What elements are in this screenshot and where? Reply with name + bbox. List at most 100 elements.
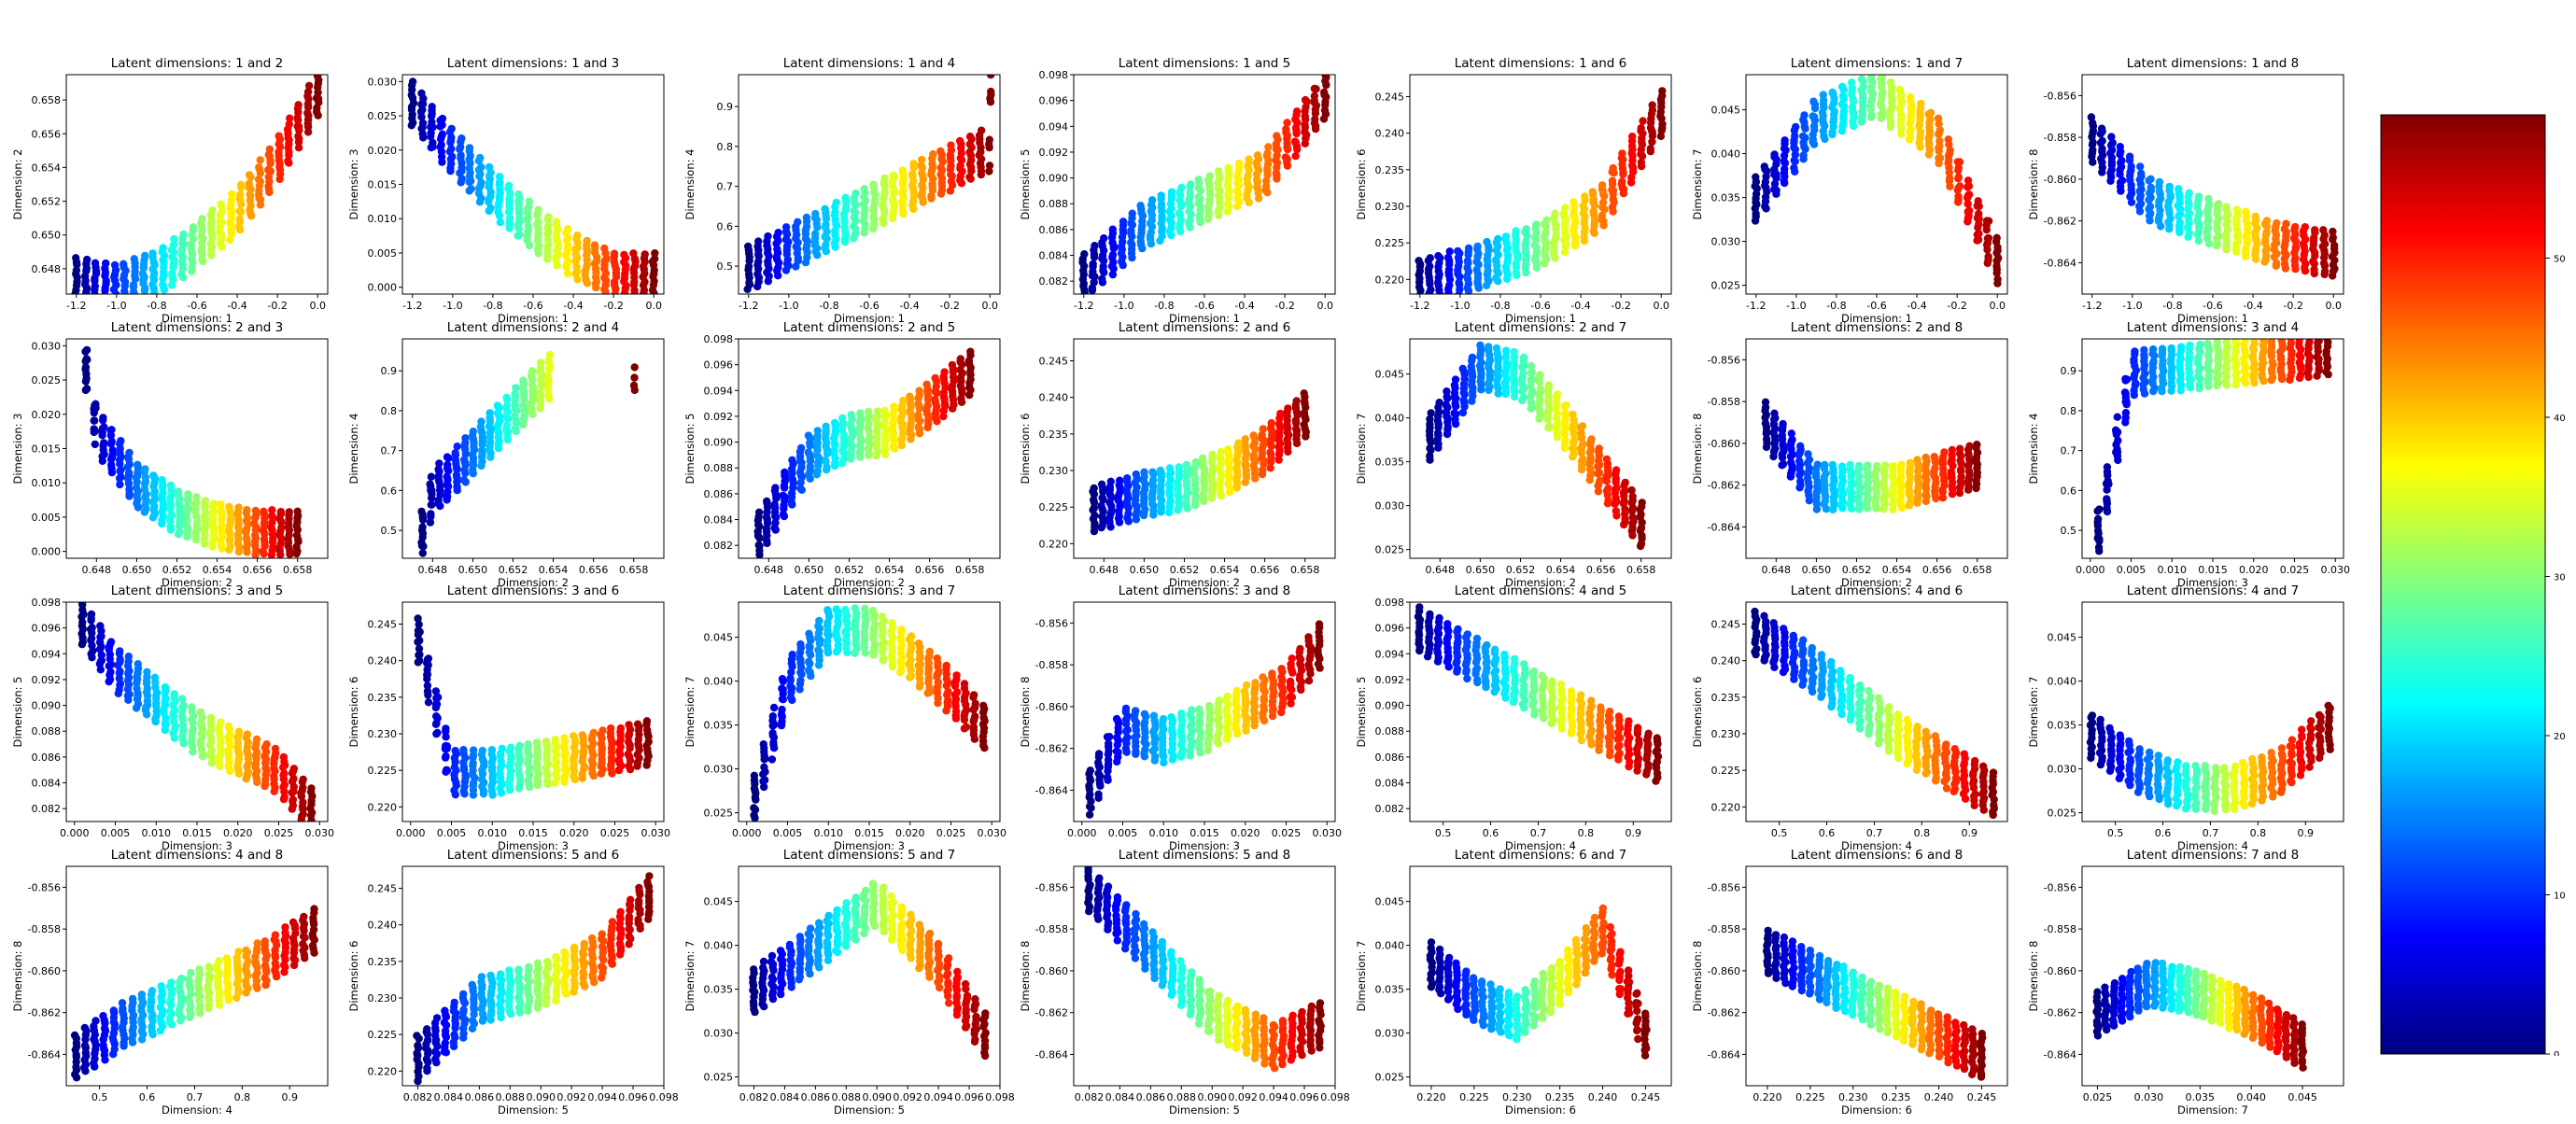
scatter-point <box>622 0 629 4</box>
scatter-point <box>2176 343 2186 351</box>
scatter-point <box>948 360 957 370</box>
scatter-point <box>880 174 889 183</box>
scatter-point <box>1864 478 1872 486</box>
scatter-point <box>1957 465 1965 474</box>
scatter-point <box>198 215 206 223</box>
scatter-point <box>225 502 233 511</box>
scatter-point <box>408 77 417 86</box>
x-tick-label: 0.025 <box>264 827 294 839</box>
scatter-points <box>414 614 653 799</box>
scatter-point <box>1595 469 1604 477</box>
y-axis-label: Dimension: 4 <box>2027 414 2040 485</box>
x-tick-label: -0.6 <box>187 300 206 312</box>
scatter-point <box>1459 396 1468 404</box>
scatter-point <box>116 480 124 489</box>
scatter-point <box>605 0 612 4</box>
scatter-point <box>2149 358 2158 366</box>
scatter-point <box>570 0 577 4</box>
scatter-point <box>1553 390 1562 399</box>
scatter-point <box>234 727 244 736</box>
scatter-point <box>570 0 578 4</box>
x-tick-label: -0.4 <box>1234 300 1254 312</box>
y-axis-label: Dimension: 5 <box>1019 149 1032 220</box>
scatter-point <box>1282 125 1290 133</box>
scatter-point <box>597 0 604 4</box>
scatter-point <box>2089 146 2097 155</box>
scatter-point <box>106 667 115 677</box>
scatter-point <box>579 0 586 4</box>
scatter-point <box>138 270 148 278</box>
scatter-point <box>1608 186 1616 194</box>
scatter-point <box>116 647 124 655</box>
scatter-point <box>552 218 561 226</box>
scatter-point <box>243 506 251 514</box>
scatter-point <box>2121 409 2131 417</box>
scatter-point <box>535 388 544 397</box>
x-tick-label: 0.656 <box>1922 564 1952 576</box>
scatter-point <box>2131 347 2139 356</box>
scatter-point <box>2268 358 2276 366</box>
scatter-point <box>1519 393 1528 401</box>
scatter-point <box>864 407 873 416</box>
scatter-point <box>1468 353 1477 362</box>
x-tick-label: 0.656 <box>579 564 609 576</box>
scatter-point <box>294 144 303 152</box>
scatter-point <box>2103 495 2111 503</box>
x-tick-label: -1.2 <box>739 300 758 312</box>
y-tick-label: 0.035 <box>1711 192 1741 204</box>
subplot-4: Latent dimensions: 1 and 5-1.2 -1.0 -0.8 -0… <box>1019 56 1336 325</box>
scatter-point <box>1752 173 1760 181</box>
scatter-point <box>1300 389 1308 398</box>
scatter-point <box>553 0 560 4</box>
scatter-point <box>286 114 294 122</box>
y-tick-label: 0.086 <box>704 488 734 500</box>
x-tick-label: 0.658 <box>955 564 985 576</box>
y-tick-label: 0.090 <box>1039 173 1069 185</box>
scatter-point <box>922 380 931 388</box>
scatter-point <box>630 0 638 4</box>
scatter-point <box>1132 470 1141 479</box>
y-tick-label: 0.094 <box>704 385 734 397</box>
scatter-point <box>2107 133 2116 141</box>
scatter-point <box>1551 209 1559 218</box>
scatter-point <box>1792 122 1800 132</box>
scatter-point <box>588 0 596 4</box>
y-tick-label: 0.030 <box>32 340 62 352</box>
scatter-point <box>1253 151 1262 160</box>
scatter-point <box>427 472 436 481</box>
scatter-point <box>2315 328 2322 335</box>
scatter-point <box>1291 152 1300 161</box>
scatter-point <box>477 417 486 426</box>
y-tick-label: 0.656 <box>32 128 62 140</box>
scatter-point <box>977 126 986 134</box>
scatter-point <box>1578 422 1587 430</box>
scatter-point <box>2241 339 2249 344</box>
scatter-point <box>651 249 659 258</box>
scatter-point <box>605 0 612 4</box>
scatter-point <box>1560 248 1570 257</box>
x-axis-label: Dimension: 1 <box>1505 312 1576 325</box>
scatter-point <box>117 466 125 474</box>
x-tick-label: 0.000 <box>2076 564 2105 576</box>
scatter-point <box>167 511 176 520</box>
scatter-point <box>1561 436 1570 445</box>
scatter-point <box>170 690 178 698</box>
scatter-point <box>477 162 486 172</box>
scatter-point <box>1956 182 1964 190</box>
y-tick-label: 0.096 <box>32 623 62 635</box>
scatter-point <box>640 250 649 259</box>
y-tick-label: 0.010 <box>32 477 62 489</box>
y-axis-label: Dimension: 3 <box>11 414 24 485</box>
x-tick-label: -0.8 <box>2162 300 2182 312</box>
scatter-point <box>1522 225 1530 233</box>
scatter-point <box>2103 485 2111 494</box>
scatter-point <box>276 508 286 516</box>
scatter-point <box>1216 485 1224 493</box>
scatter-point <box>504 181 514 190</box>
scatter-point <box>2277 339 2287 345</box>
x-tick-label: 0.010 <box>142 827 172 839</box>
scatter-point <box>168 269 176 278</box>
scatter-point <box>83 356 91 364</box>
scatter-point <box>561 0 569 4</box>
subplot-9: Latent dimensions: 2 and 40.648 0.650 0.65… <box>347 0 665 589</box>
